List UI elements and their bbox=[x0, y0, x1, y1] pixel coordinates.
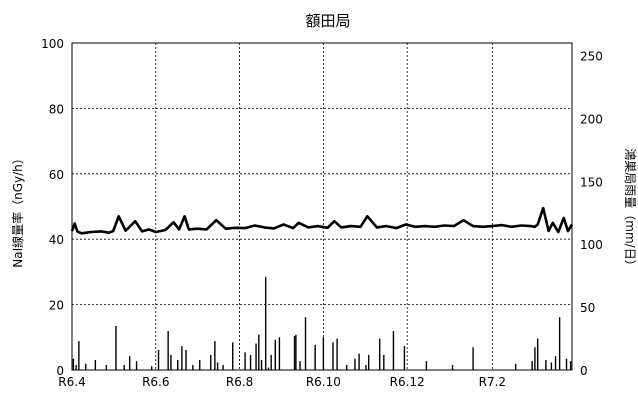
rain-bar bbox=[365, 364, 367, 370]
rain-bar bbox=[232, 342, 234, 370]
rain-bar bbox=[314, 344, 316, 370]
rain-bar bbox=[322, 337, 325, 370]
right-tick-label: 200 bbox=[580, 112, 603, 126]
rain-bar bbox=[135, 361, 138, 370]
rain-bar bbox=[534, 347, 536, 370]
rain-bar bbox=[210, 354, 212, 370]
rain-bar bbox=[177, 359, 179, 370]
rain-bar bbox=[332, 342, 334, 370]
rain-bar bbox=[451, 364, 454, 370]
rain-bar bbox=[75, 364, 77, 370]
rain-bar bbox=[392, 331, 395, 370]
rain-bar bbox=[558, 317, 561, 370]
rain-bar bbox=[565, 358, 568, 370]
rain-bar bbox=[78, 341, 80, 370]
rain-bar bbox=[244, 352, 246, 370]
rain-bar bbox=[157, 349, 160, 370]
rain-bar bbox=[264, 276, 267, 370]
x-tick-label: R6.12 bbox=[390, 375, 425, 389]
rainfall-series bbox=[72, 276, 572, 370]
rain-bar bbox=[514, 363, 517, 370]
rain-bar bbox=[185, 349, 187, 370]
left-tick-label: 20 bbox=[49, 299, 64, 313]
left-tick-label: 60 bbox=[49, 168, 64, 182]
rain-bar bbox=[128, 356, 131, 370]
x-tick-label: R6.8 bbox=[226, 375, 253, 389]
rain-bar bbox=[255, 343, 257, 370]
left-tick-label: 0 bbox=[56, 364, 64, 378]
rain-bar bbox=[105, 364, 108, 370]
rain-bar bbox=[545, 359, 547, 370]
rain-bar bbox=[94, 359, 97, 370]
rain-bar bbox=[336, 338, 338, 370]
right-tick-label: 100 bbox=[580, 238, 603, 252]
left-tick-label: 100 bbox=[41, 37, 64, 51]
rain-bar bbox=[368, 354, 370, 370]
rain-bar bbox=[270, 354, 272, 370]
rain-bar bbox=[123, 364, 125, 370]
rain-bar bbox=[403, 346, 406, 370]
x-tick-label: R6.10 bbox=[306, 375, 341, 389]
rain-bar bbox=[472, 347, 474, 370]
rain-bar bbox=[170, 354, 172, 370]
rain-bar bbox=[550, 362, 553, 370]
grid bbox=[72, 43, 572, 370]
right-axis: 0 50 100 150 200 250 bbox=[580, 50, 603, 378]
right-tick-label: 250 bbox=[580, 50, 603, 64]
rain-bar bbox=[260, 359, 263, 370]
rain-bar bbox=[258, 334, 260, 370]
rain-bar bbox=[115, 325, 117, 370]
plot-frame bbox=[71, 42, 573, 371]
right-tick-label: 150 bbox=[580, 175, 603, 189]
rain-bar bbox=[354, 358, 356, 370]
rain-bar bbox=[214, 341, 216, 370]
rain-bar bbox=[536, 338, 539, 370]
rain-bar bbox=[85, 363, 87, 370]
rain-bar bbox=[299, 361, 301, 370]
rain-bar bbox=[167, 331, 169, 370]
left-axis-label: NaI線量率（nGy/h） bbox=[10, 152, 25, 268]
left-axis: 0 20 40 60 80 100 bbox=[41, 37, 64, 378]
x-tick-label: R7.2 bbox=[479, 375, 506, 389]
rain-bar bbox=[249, 354, 252, 370]
rain-bar bbox=[181, 346, 183, 370]
right-tick-label: 0 bbox=[580, 364, 588, 378]
rain-bar bbox=[278, 337, 281, 370]
x-axis: R6.4 R6.6 R6.8 R6.10 R6.12 R7.2 bbox=[58, 375, 506, 389]
rain-bar bbox=[72, 358, 75, 370]
left-tick-label: 40 bbox=[49, 233, 64, 247]
rain-bar bbox=[378, 338, 381, 370]
rain-bar bbox=[199, 359, 201, 370]
rain-bar bbox=[216, 362, 219, 370]
left-tick-label: 80 bbox=[49, 102, 64, 116]
rain-bar bbox=[383, 354, 385, 370]
rain-bar bbox=[425, 361, 428, 370]
rain-bar bbox=[267, 367, 270, 370]
rain-bar bbox=[531, 361, 533, 370]
x-tick-label: R6.6 bbox=[142, 375, 169, 389]
rain-bar bbox=[192, 364, 194, 370]
rain-bar bbox=[554, 356, 557, 370]
rain-bar bbox=[150, 366, 153, 370]
x-tick-label: R6.4 bbox=[58, 375, 85, 389]
rain-bar bbox=[346, 364, 348, 370]
rain-bar bbox=[358, 353, 360, 370]
dose-rate-series bbox=[70, 206, 574, 235]
right-axis-label: 鴻巣局雨量（mm/日） bbox=[623, 148, 637, 271]
rain-bar bbox=[295, 334, 297, 370]
rain-bar bbox=[304, 317, 307, 370]
rain-bar bbox=[293, 336, 296, 370]
chart-title: 額田局 bbox=[305, 12, 350, 30]
rain-bar bbox=[222, 364, 224, 370]
rain-bar bbox=[274, 339, 276, 370]
rain-bar bbox=[569, 361, 572, 370]
right-tick-label: 50 bbox=[580, 301, 595, 315]
